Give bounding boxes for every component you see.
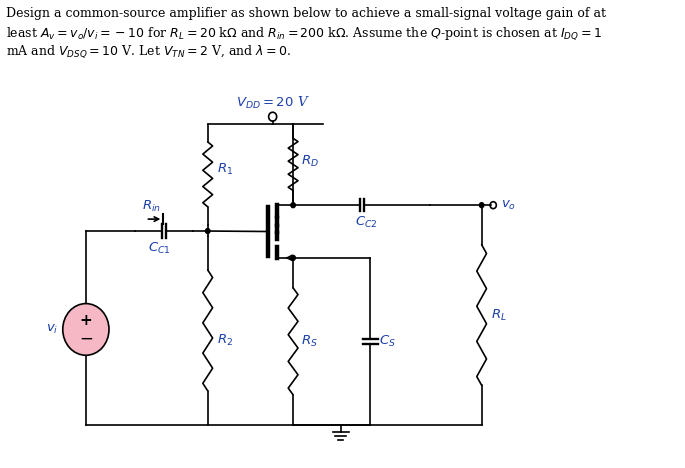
Text: $v_o$: $v_o$: [501, 198, 516, 212]
Circle shape: [479, 203, 484, 208]
Text: $R_D$: $R_D$: [301, 154, 319, 169]
Circle shape: [63, 304, 109, 355]
Circle shape: [206, 228, 210, 234]
Circle shape: [291, 256, 295, 260]
Text: $R_2$: $R_2$: [216, 333, 233, 348]
Text: $R_{in}$: $R_{in}$: [142, 199, 161, 214]
Text: mA and $V_{DSQ} = 10$ V. Let $V_{TN} = 2$ V, and $\lambda = 0$.: mA and $V_{DSQ} = 10$ V. Let $V_{TN} = 2…: [6, 43, 291, 60]
Text: $R_L$: $R_L$: [490, 307, 506, 322]
Text: +: +: [79, 313, 92, 328]
Text: $R_S$: $R_S$: [301, 334, 318, 349]
Text: Design a common-source amplifier as shown below to achieve a small-signal voltag: Design a common-source amplifier as show…: [6, 7, 606, 20]
Text: $V_{DD} = 20$ V: $V_{DD} = 20$ V: [236, 95, 310, 111]
Text: least $A_v = v_o/v_i = -10$ for $R_L = 20$ k$\Omega$ and $R_{in} = 200$ k$\Omega: least $A_v = v_o/v_i = -10$ for $R_L = 2…: [6, 25, 602, 42]
Text: −: −: [79, 329, 92, 347]
Circle shape: [291, 203, 295, 208]
Text: $C_{C1}$: $C_{C1}$: [148, 241, 171, 256]
Text: $v_i$: $v_i$: [46, 323, 58, 336]
Text: $C_S$: $C_S$: [379, 334, 396, 349]
Text: $C_{C2}$: $C_{C2}$: [355, 215, 377, 230]
Text: $R_1$: $R_1$: [216, 162, 233, 177]
